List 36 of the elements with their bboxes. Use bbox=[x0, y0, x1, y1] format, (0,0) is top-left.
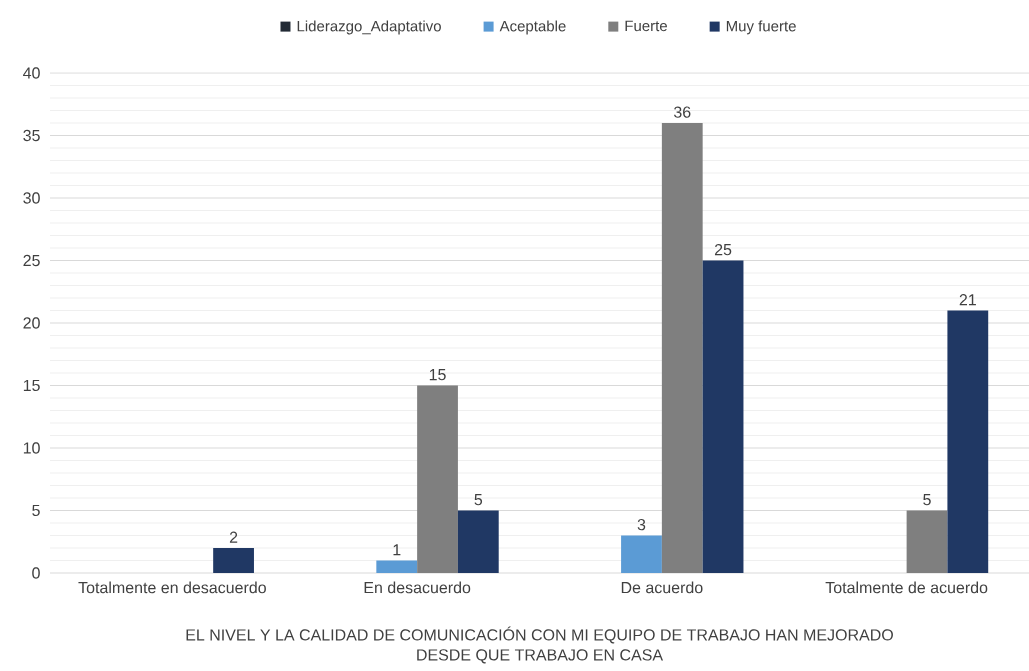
y-tick-label: 35 bbox=[23, 129, 40, 142]
data-label: 3 bbox=[637, 518, 646, 531]
legend-label: Fuerte bbox=[625, 20, 667, 32]
data-label: 21 bbox=[959, 294, 976, 306]
x-tick-label: En desacuerdo bbox=[364, 581, 471, 594]
bar bbox=[906, 510, 948, 573]
bar bbox=[661, 122, 703, 573]
data-label: 36 bbox=[673, 106, 691, 118]
data-label: 5 bbox=[474, 494, 483, 506]
bar bbox=[702, 260, 744, 573]
y-tick-label: 0 bbox=[32, 567, 40, 579]
data-label: 5 bbox=[923, 494, 931, 506]
bar bbox=[213, 547, 254, 573]
x-tick-label: De acuerdo bbox=[621, 581, 703, 594]
y-tick-label: 25 bbox=[23, 254, 40, 267]
data-label: 2 bbox=[229, 531, 238, 543]
bar bbox=[417, 385, 458, 573]
legend-label: Liderazgo_Adaptativo bbox=[297, 20, 441, 35]
y-tick-label: 30 bbox=[23, 192, 40, 204]
y-tick-label: 40 bbox=[23, 67, 40, 79]
y-tick-label: 5 bbox=[32, 504, 40, 517]
legend-label: Aceptable bbox=[499, 20, 566, 35]
y-tick-label: 15 bbox=[23, 379, 40, 392]
y-tick-label: 10 bbox=[23, 442, 40, 454]
bar bbox=[947, 310, 989, 573]
data-label: 15 bbox=[429, 369, 446, 381]
x-tick-label: Totalmente de acuerdo bbox=[825, 581, 988, 594]
bar bbox=[376, 560, 418, 573]
legend-label: Muy fuerte bbox=[726, 20, 796, 35]
data-label: 25 bbox=[714, 243, 732, 256]
x-tick-label: Totalmente en desacuerdo bbox=[78, 581, 266, 594]
x-axis-title: EL NIVEL Y LA CALIDAD DE COMUNICACIÓN CON MI EQUIPO DE TRABAJO HAN MEJORADO DESDE QUE TRABAJO EN CASA bbox=[186, 626, 893, 664]
y-tick-label: 20 bbox=[23, 317, 40, 329]
bar bbox=[621, 535, 662, 573]
data-label: 1 bbox=[393, 544, 401, 556]
bar bbox=[457, 510, 499, 573]
